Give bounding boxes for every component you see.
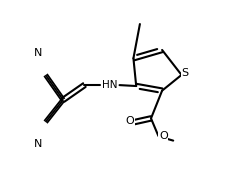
Text: O: O <box>158 131 167 141</box>
Text: N: N <box>34 139 42 149</box>
Text: S: S <box>181 68 188 78</box>
Text: N: N <box>34 48 42 58</box>
Text: HN: HN <box>101 80 117 90</box>
Text: O: O <box>125 116 133 126</box>
